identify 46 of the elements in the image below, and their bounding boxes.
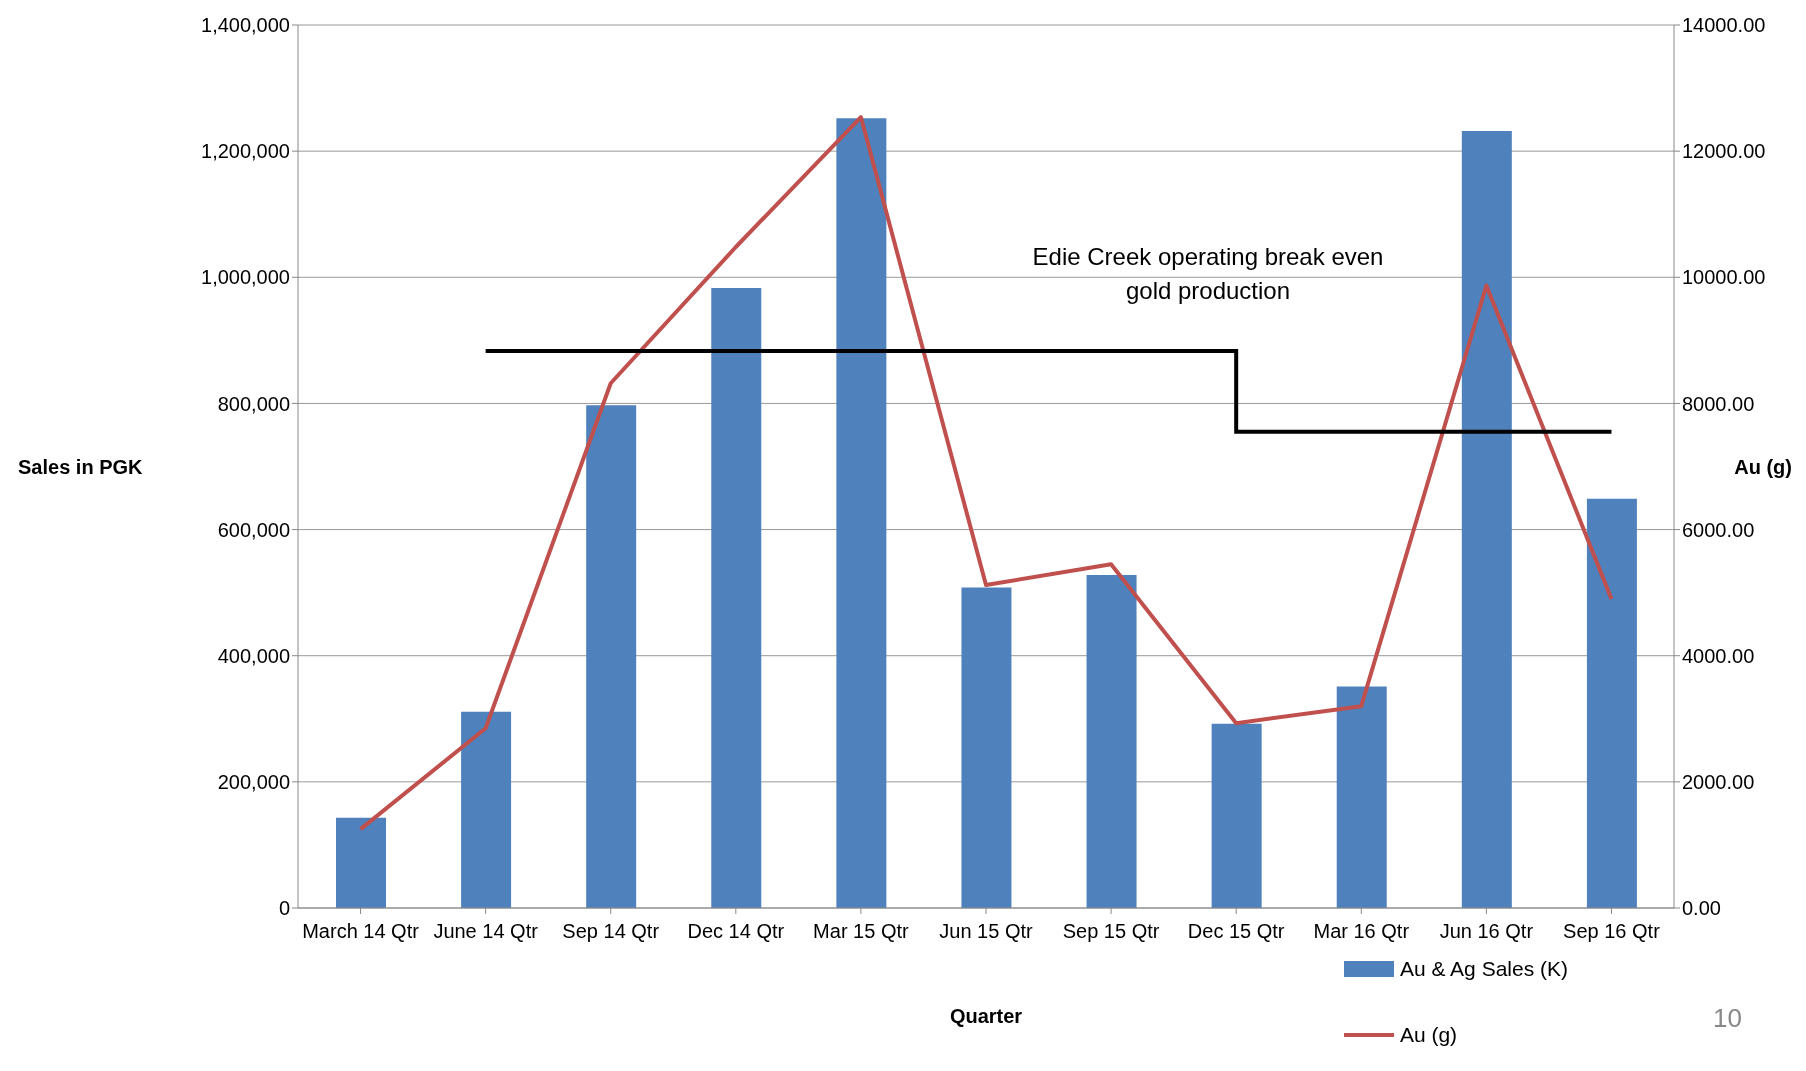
y-tick-label: 1,400,000 — [201, 14, 290, 37]
bar — [1336, 686, 1387, 908]
bar — [586, 405, 637, 908]
x-tick-label: Sep 16 Qtr — [1563, 920, 1661, 943]
y2-tick-label: 14000.00 — [1682, 14, 1766, 37]
x-axis-title: Quarter — [949, 1005, 1023, 1027]
bar — [836, 118, 887, 908]
x-tick-label: March 14 Qtr — [302, 920, 420, 943]
bar — [1086, 574, 1137, 908]
y-tick-label: 400,000 — [217, 644, 290, 667]
y2-tick-label: 8000.00 — [1682, 392, 1755, 415]
y-tick-label: 1,200,000 — [201, 140, 290, 163]
y2-tick-label: 10000.00 — [1682, 266, 1766, 289]
x-tick-label: Jun 15 Qtr — [939, 920, 1034, 943]
legend-label: Au (g) — [1399, 1023, 1458, 1047]
legend-label: Au & Ag Sales (K) — [1399, 957, 1568, 981]
x-tick-label: Sep 15 Qtr — [1062, 920, 1160, 943]
x-tick-label: Mar 15 Qtr — [813, 920, 910, 943]
y-tick-label: 1,000,000 — [201, 266, 290, 289]
y2-tick-label: 0.00 — [1682, 897, 1721, 920]
text: 10 — [1713, 1003, 1742, 1034]
x-tick-label: Dec 15 Qtr — [1187, 920, 1285, 943]
y-tick-label: 200,000 — [217, 770, 290, 793]
bar — [1461, 130, 1512, 908]
y-tick-label: 800,000 — [217, 392, 290, 415]
y-tick-label: 600,000 — [217, 518, 290, 541]
bar — [711, 288, 762, 908]
x-tick-label: Jun 16 Qtr — [1439, 920, 1534, 943]
bar — [1211, 723, 1262, 908]
line-series — [358, 115, 1614, 832]
y2-axis-title: Au (g) — [1734, 455, 1792, 478]
y2-tick-label: 2000.00 — [1682, 770, 1755, 793]
y2-tick-label: 4000.00 — [1682, 644, 1755, 667]
bar — [961, 587, 1012, 908]
y-tick-label: 0 — [278, 897, 290, 920]
y-axis-title: Sales in PGK — [18, 455, 144, 478]
x-tick-label: June 14 Qtr — [433, 920, 539, 943]
y2-tick-label: 6000.00 — [1682, 518, 1755, 541]
x-tick-label: Sep 14 Qtr — [562, 920, 660, 943]
annotation: Edie Creek operating break even gold production — [1031, 242, 1385, 306]
bar — [336, 817, 386, 908]
bar — [461, 711, 512, 908]
y2-tick-label: 12000.00 — [1682, 140, 1766, 163]
x-tick-label: Dec 14 Qtr — [687, 920, 785, 943]
x-tick-label: Mar 16 Qtr — [1313, 920, 1410, 943]
bar — [1586, 498, 1637, 908]
